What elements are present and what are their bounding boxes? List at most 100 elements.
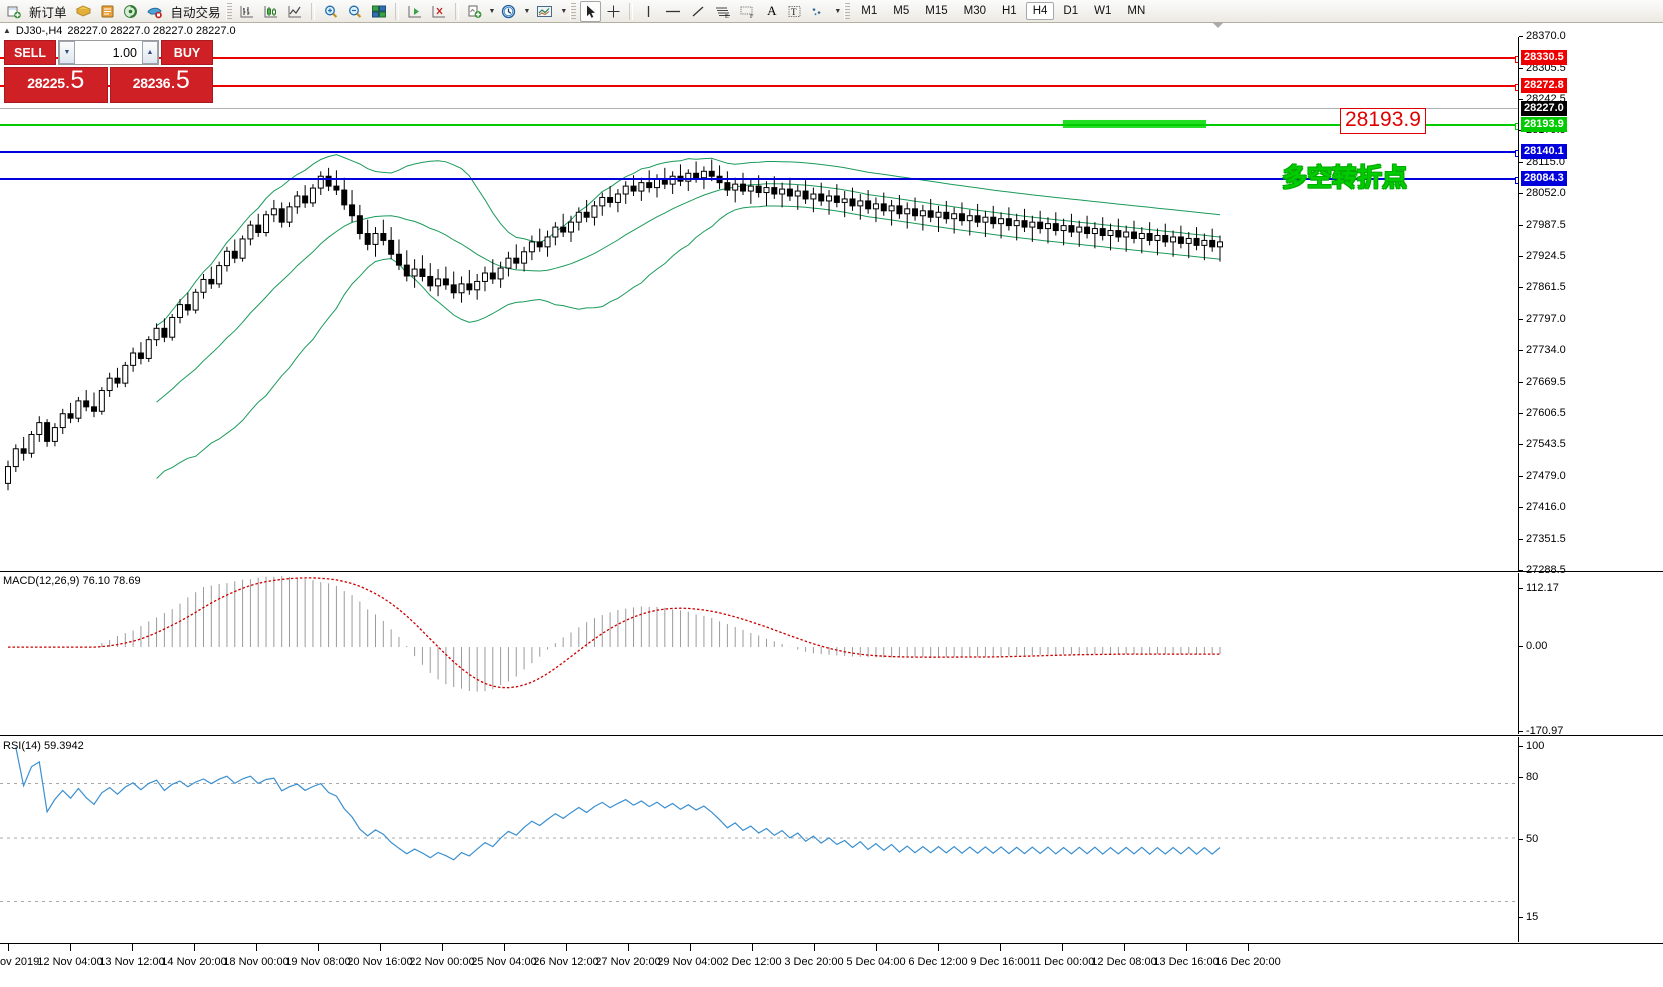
timeframe-m5[interactable]: M5 [893, 5, 910, 17]
sell-button[interactable]: SELL [4, 40, 56, 65]
shapes-icon[interactable] [807, 1, 830, 22]
auto-scroll-icon[interactable] [428, 1, 450, 22]
tile-windows-icon[interactable] [368, 1, 390, 22]
price-level-badge-pivot[interactable]: 28084.3 [1521, 171, 1567, 187]
buy-button[interactable]: BUY [161, 40, 213, 65]
text-label-icon[interactable]: T [784, 1, 805, 22]
price-level-line-current[interactable] [0, 107, 1518, 109]
data-window-icon[interactable] [97, 1, 118, 22]
chinese-text-annotation[interactable]: 多空转折点 [1282, 162, 1408, 192]
buy-price-button[interactable]: 28236 . 5 [109, 66, 213, 103]
rsi-chart-canvas[interactable] [0, 737, 1518, 942]
time-tick-mark [1000, 944, 1001, 951]
time-tick-mark [938, 944, 939, 951]
candle [278, 202, 285, 228]
candle [1201, 233, 1208, 261]
volume-decrease-button[interactable]: ▼ [59, 41, 75, 64]
price-scale[interactable]: 28370.028305.528242.528179.528115.028052… [1518, 30, 1663, 576]
volume-input[interactable]: 1.00 [112, 45, 137, 60]
bar-chart-icon[interactable] [236, 1, 258, 22]
macd-signal-line [8, 577, 1220, 689]
crosshair-icon[interactable] [603, 1, 624, 22]
price-level-badge-resistance[interactable]: 28330.5 [1521, 49, 1567, 65]
chart-shift-icon[interactable] [404, 1, 426, 22]
macd-scale[interactable]: 112.17 0.00 -170.97 [1518, 573, 1663, 737]
navigator-icon[interactable] [120, 1, 141, 22]
rsi-scale[interactable]: 100 80 50 15 [1518, 737, 1663, 942]
volume-stepper[interactable]: ▼ 1.00 ▲ [58, 40, 159, 65]
price-level-badge-current[interactable]: 28227.0 [1521, 100, 1567, 116]
timeframe-w1[interactable]: W1 [1094, 5, 1112, 17]
timeframe-h4[interactable]: H4 [1025, 2, 1055, 20]
price-callout-annotation[interactable]: 28193.9 [1340, 107, 1426, 134]
candle [1084, 215, 1091, 239]
autotrading-icon[interactable] [143, 1, 166, 22]
channel-icon[interactable]: F [736, 1, 759, 22]
timeframe-d1[interactable]: D1 [1063, 5, 1079, 17]
macd-chart-canvas[interactable] [0, 573, 1518, 734]
zoom-out-icon[interactable] [344, 1, 366, 22]
period-dropdown-arrow-icon[interactable]: ▼ [523, 7, 531, 15]
buy-price-fraction: 5 [175, 66, 190, 94]
zoom-in-icon[interactable] [320, 1, 342, 22]
templates-dropdown-arrow-icon[interactable]: ▼ [560, 7, 568, 15]
price-tick-label: 28370.0 [1526, 30, 1566, 42]
timeframe-h1[interactable]: H1 [1002, 5, 1017, 17]
expert-advisor-icon[interactable] [72, 1, 95, 22]
line-chart-icon[interactable] [284, 1, 306, 22]
macd-indicator-pane[interactable] [0, 573, 1518, 734]
autotrading-label[interactable]: 自动交易 [170, 5, 221, 20]
candle [122, 361, 129, 388]
timeframe-m1[interactable]: M1 [861, 5, 878, 17]
candle [474, 274, 481, 300]
candle [708, 159, 715, 182]
new-order-label[interactable]: 新订单 [29, 5, 67, 20]
add-indicator-dropdown-arrow-icon[interactable]: ▼ [488, 7, 496, 15]
text-icon[interactable]: A [767, 3, 777, 18]
candle [974, 203, 981, 228]
price-level-badge-pivot[interactable]: 28140.1 [1521, 143, 1567, 159]
volume-increase-button[interactable]: ▲ [142, 41, 158, 64]
toolbar-grip[interactable] [844, 2, 851, 20]
candle [200, 274, 207, 299]
price-level-line-resistance[interactable] [0, 83, 1522, 91]
time-tick-mark [690, 944, 691, 951]
candle [91, 392, 98, 418]
add-indicator-icon[interactable] [464, 1, 485, 22]
toolbar-grip[interactable] [570, 2, 577, 20]
chart-scroll-marker-icon[interactable] [1212, 22, 1224, 28]
timeframe-m30[interactable]: M30 [963, 5, 986, 17]
shapes-dropdown-arrow-icon[interactable]: ▼ [834, 7, 842, 15]
time-tick-label: 5 Dec 04:00 [846, 956, 906, 968]
timeframe-m15[interactable]: M15 [925, 5, 948, 17]
candlestick-chart-icon[interactable] [260, 1, 282, 22]
fibonacci-icon[interactable]: E [711, 1, 734, 22]
trendline-icon[interactable] [687, 1, 709, 22]
new-order-icon[interactable] [3, 1, 24, 22]
price-level-badge-support[interactable]: 28193.9 [1521, 116, 1567, 132]
time-tick-mark [318, 944, 319, 951]
rsi-indicator-pane[interactable] [0, 737, 1518, 942]
timeframe-mn[interactable]: MN [1127, 5, 1146, 17]
time-tick-mark [194, 944, 195, 951]
candle [231, 239, 238, 264]
time-tick-mark [70, 944, 71, 951]
price-tick-label: 27861.5 [1526, 281, 1566, 294]
period-icon[interactable] [498, 1, 519, 22]
toolbar-grip[interactable] [225, 2, 232, 20]
price-chart-canvas[interactable] [0, 37, 1518, 571]
price-level-line-resistance[interactable] [0, 55, 1522, 63]
horizontal-line-icon[interactable] [661, 1, 685, 22]
candle [317, 171, 324, 196]
cursor-icon[interactable] [580, 0, 602, 22]
collapse-triangle-icon[interactable]: ▲ [3, 26, 11, 35]
templates-icon[interactable] [533, 1, 556, 22]
price-level-line-pivot[interactable] [0, 149, 1522, 157]
vertical-line-icon[interactable] [638, 1, 659, 22]
price-chart-pane[interactable] [0, 37, 1518, 571]
price-level-line-support[interactable] [0, 122, 1522, 130]
price-level-badge-resistance[interactable]: 28272.8 [1521, 77, 1567, 93]
sell-price-button[interactable]: 28225 . 5 [4, 67, 108, 103]
candle [583, 199, 590, 223]
